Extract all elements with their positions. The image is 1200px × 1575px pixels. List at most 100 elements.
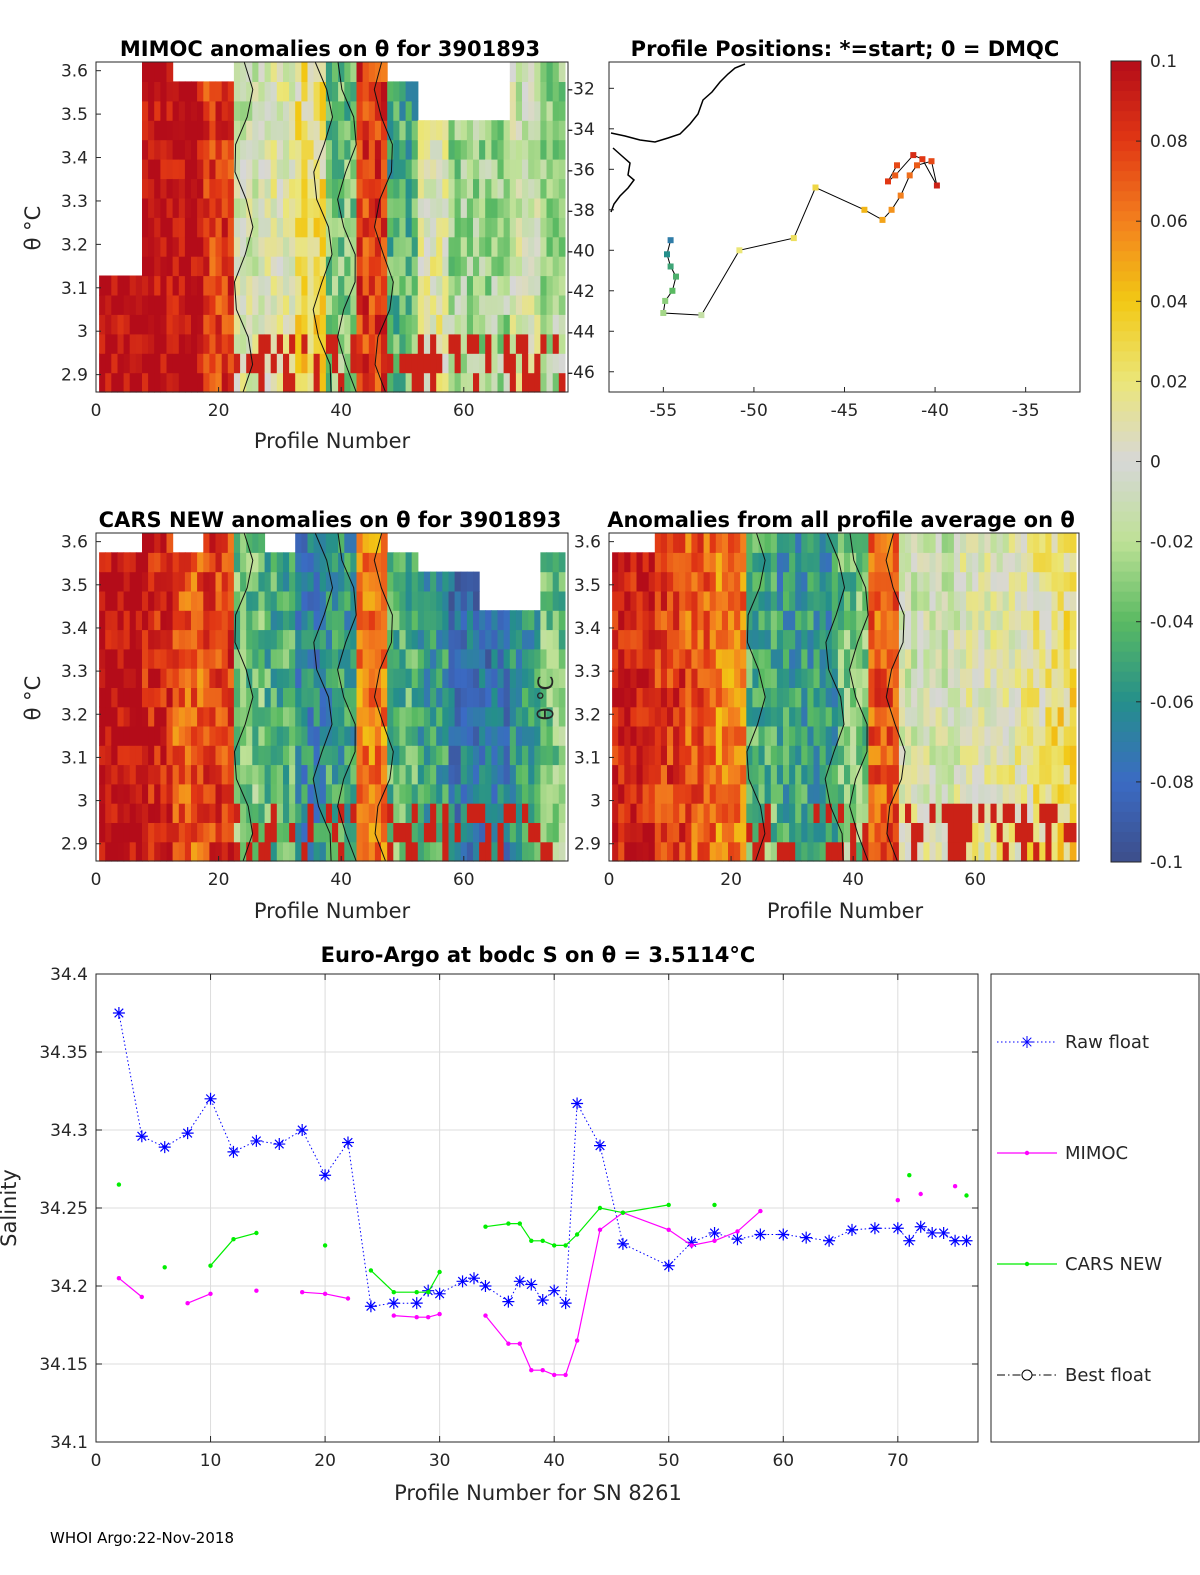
heatmap-cell xyxy=(740,552,747,573)
heatmap-cell xyxy=(636,745,644,766)
heatmap-cell xyxy=(1033,552,1040,573)
heatmap-cell xyxy=(166,333,174,354)
heatmap-cell xyxy=(442,803,449,823)
heatmap-cell xyxy=(546,841,554,862)
heatmap-cell xyxy=(338,571,345,592)
heatmap-cell xyxy=(197,571,204,592)
heatmap-cell xyxy=(1057,687,1065,708)
heatmap-cell xyxy=(105,610,112,631)
heatmap-cell xyxy=(135,803,143,823)
heatmap-cell xyxy=(783,803,790,823)
heatmap-cell xyxy=(417,803,425,823)
heatmap-cell xyxy=(558,803,566,823)
heatmap-cell xyxy=(227,120,235,141)
heatmap-cell xyxy=(264,571,272,592)
heatmap-cell xyxy=(892,687,900,708)
heatmap-cell xyxy=(844,590,851,611)
heatmap-cell xyxy=(233,178,241,199)
heatmap-cell xyxy=(844,648,851,669)
heatmap-cell xyxy=(911,648,918,669)
heatmap-cell xyxy=(338,706,345,727)
heatmap-cell xyxy=(648,803,656,823)
heatmap-cell xyxy=(129,725,137,746)
heatmap-cell xyxy=(758,552,766,573)
heatmap-cell xyxy=(264,100,272,121)
heatmap-cell xyxy=(319,139,327,160)
heatmap-cell xyxy=(381,745,388,766)
heatmap-cell xyxy=(770,706,778,727)
heatmap-cell xyxy=(436,139,443,160)
heatmap-cell xyxy=(325,745,333,766)
heatmap-cell xyxy=(960,745,967,766)
heatmap-cell xyxy=(515,706,523,727)
heatmap-cell xyxy=(466,372,474,393)
heatmap-cell xyxy=(691,841,699,862)
heatmap-cell xyxy=(509,372,517,393)
heatmap-cell xyxy=(448,139,456,160)
heatmap-cell xyxy=(203,841,210,862)
heatmap-cell xyxy=(715,629,723,650)
heatmap-cell xyxy=(764,783,772,804)
heatmap-cell xyxy=(362,256,370,277)
heatmap-cell xyxy=(923,822,931,843)
heatmap-cell xyxy=(252,81,259,102)
heatmap-cell xyxy=(905,745,912,766)
heatmap-cell xyxy=(270,687,278,708)
heatmap-cell xyxy=(289,197,296,218)
heatmap-cell xyxy=(801,706,808,727)
mimoc-line xyxy=(393,1313,440,1318)
y-tick-label: 3.4 xyxy=(574,619,601,639)
heatmap-cell xyxy=(697,533,705,553)
heatmap-cell xyxy=(295,275,302,296)
heatmap-cell xyxy=(789,590,796,611)
heatmap-cell xyxy=(837,803,845,823)
heatmap-cell xyxy=(691,629,699,650)
heatmap-cell xyxy=(387,552,394,573)
heatmap-cell xyxy=(319,533,327,553)
heatmap-cell xyxy=(880,822,888,843)
heatmap-cell xyxy=(368,552,376,573)
heatmap-cell xyxy=(184,139,192,160)
heatmap-cell xyxy=(184,236,192,257)
heatmap-cell xyxy=(898,571,906,592)
heatmap-cell xyxy=(776,687,784,708)
heatmap-cell xyxy=(996,687,1004,708)
heatmap-cell xyxy=(540,333,548,354)
heatmap-cell xyxy=(276,100,284,121)
heatmap-cell xyxy=(362,294,370,315)
heatmap-cell xyxy=(295,294,302,315)
heatmap-cell xyxy=(862,648,869,669)
heatmap-cell xyxy=(289,629,296,650)
heatmap-cell xyxy=(813,745,821,766)
heatmap-cell xyxy=(105,294,112,315)
heatmap-cell xyxy=(807,783,815,804)
heatmap-cell xyxy=(485,706,492,727)
heatmap-cell xyxy=(246,571,253,592)
heatmap-cell xyxy=(892,533,900,553)
heatmap-cell xyxy=(479,314,486,335)
heatmap-cell xyxy=(801,552,808,573)
heatmap-cell xyxy=(1051,629,1059,650)
contour-line xyxy=(373,532,394,862)
heatmap-cell xyxy=(362,275,370,296)
heatmap-cell xyxy=(984,590,992,611)
heatmap-cell xyxy=(703,803,711,823)
heatmap-cell xyxy=(648,610,656,631)
heatmap-cell xyxy=(197,333,204,354)
heatmap-cell xyxy=(752,687,760,708)
heatmap-cell xyxy=(344,139,351,160)
heatmap-cell xyxy=(295,803,302,823)
heatmap-cell xyxy=(850,803,857,823)
heatmap-cell xyxy=(1008,687,1016,708)
heatmap-cell xyxy=(789,533,796,553)
heatmap-cell xyxy=(996,668,1004,688)
heatmap-cell xyxy=(276,314,284,335)
raw-float-marker xyxy=(112,1007,125,1019)
heatmap-cell xyxy=(874,687,882,708)
heatmap-cell xyxy=(953,764,961,785)
heatmap-cell xyxy=(203,687,210,708)
heatmap-cell xyxy=(240,159,247,180)
heatmap-cell xyxy=(381,217,388,238)
heatmap-cell xyxy=(1002,533,1010,553)
heatmap-cell xyxy=(886,745,894,766)
